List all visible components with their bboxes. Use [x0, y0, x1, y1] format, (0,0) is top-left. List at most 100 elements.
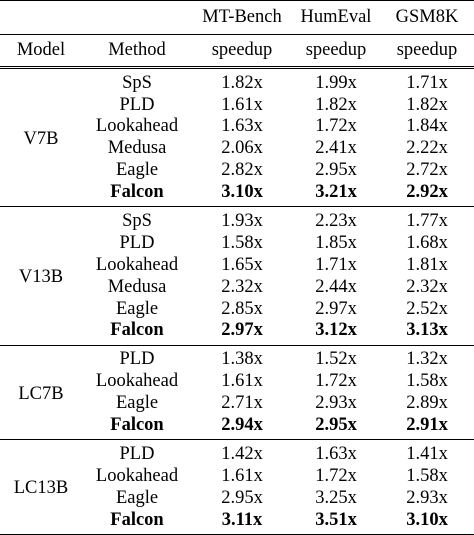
table-body: V7B SpS 1.82x 1.99x 1.71x PLD 1.61x 1.82x 1.82x L…	[0, 65, 474, 535]
table-row: Eagle 2.95x 3.25x 2.93x	[0, 487, 474, 509]
speedup-value-gsm8k: 2.32x	[406, 276, 448, 297]
table-row: Falcon 3.10x 3.21x 2.92x	[0, 181, 474, 206]
method-name-cell: Lookahead	[95, 371, 179, 392]
model-name-cell: LC13B	[0, 439, 82, 535]
method-name-cell: Eagle	[115, 487, 159, 508]
speedup-value-gsm8k: 2.72x	[406, 160, 448, 181]
speedup-value-mt-bench: 2.06x	[221, 138, 263, 159]
speedup-value-mt-bench: 1.93x	[192, 206, 292, 233]
table-row: V7B SpS 1.82x 1.99x 1.71x	[0, 65, 474, 207]
method-name-cell: Eagle	[115, 160, 159, 181]
model-name-cell: V13B	[0, 206, 82, 346]
method-name-cell: PLD	[119, 94, 155, 115]
method-name-cell: PLD	[119, 232, 155, 253]
speedup-value-gsm8k: 1.82x	[406, 94, 448, 115]
speedup-value-gsm8k: 3.13x	[406, 320, 448, 341]
table-header: MT-Bench HumEval GSM8K Model Method spee…	[0, 0, 474, 68]
method-name-cell: Falcon	[110, 320, 164, 341]
method-name-cell: SpS	[82, 65, 192, 94]
table-row: LC7B PLD 1.38x 1.52x 1.32x	[0, 344, 474, 440]
method-name-cell: Falcon	[110, 415, 164, 436]
speedup-value-mt-bench: 2.85x	[221, 298, 263, 319]
speedup-value-humeval: 1.71x	[315, 254, 357, 275]
speedup-value-mt-bench: 2.71x	[221, 393, 263, 414]
speedup-value-mt-bench: 3.10x	[221, 182, 263, 203]
speedup-value-gsm8k: 2.22x	[406, 138, 448, 159]
method-name-cell: SpS	[82, 206, 192, 233]
speedup-value-humeval: 2.95x	[315, 415, 357, 436]
table-row: Falcon 2.94x 2.95x 2.91x	[0, 414, 474, 439]
speedup-value-humeval: 1.72x	[315, 116, 357, 137]
method-name-cell: Medusa	[107, 276, 167, 297]
speedup-value-mt-bench: 1.61x	[221, 465, 263, 486]
speedup-value-humeval: 1.85x	[315, 232, 357, 253]
speedup-value-gsm8k: 1.84x	[406, 116, 448, 137]
table-row: Eagle 2.85x 2.97x 2.52x	[0, 298, 474, 320]
table-row: PLD 1.58x 1.85x 1.68x	[0, 232, 474, 254]
speedup-value-humeval: 1.72x	[315, 465, 357, 486]
speedup-value-humeval: 2.93x	[315, 393, 357, 414]
method-name-cell: PLD	[82, 439, 192, 466]
speedup-value-gsm8k: 3.10x	[380, 508, 474, 535]
speedup-value-mt-bench: 1.58x	[221, 232, 263, 253]
header-metric-gsm8k: speedup	[380, 34, 474, 68]
speedup-value-humeval: 3.12x	[315, 320, 357, 341]
speedup-value-gsm8k: 2.89x	[406, 393, 448, 414]
model-name-cell: V7B	[0, 65, 82, 207]
model-name-cell: LC7B	[0, 344, 82, 440]
header-benchmark-row: MT-Bench HumEval GSM8K	[0, 0, 474, 35]
speedup-value-humeval: 3.21x	[315, 182, 357, 203]
speedup-value-mt-bench: 1.82x	[192, 65, 292, 94]
header-metric-humeval: speedup	[292, 34, 380, 68]
header-metric-row: Model Method speedup speedup speedup	[0, 34, 474, 68]
method-name-cell: Lookahead	[95, 465, 179, 486]
speedup-value-humeval: 1.72x	[315, 371, 357, 392]
speedup-value-humeval: 2.95x	[315, 160, 357, 181]
table-row: Lookahead 1.65x 1.71x 1.81x	[0, 254, 474, 276]
speedup-value-gsm8k: 1.41x	[380, 439, 474, 466]
table-row: Falcon 2.97x 3.12x 3.13x	[0, 320, 474, 345]
speedup-value-humeval: 3.25x	[315, 487, 357, 508]
speedup-value-mt-bench: 2.95x	[221, 487, 263, 508]
table-row: Medusa 2.06x 2.41x 2.22x	[0, 138, 474, 160]
speedup-value-gsm8k: 1.58x	[406, 371, 448, 392]
speedup-value-humeval: 1.52x	[292, 344, 380, 371]
speedup-value-humeval: 1.99x	[292, 65, 380, 94]
method-name-cell: Lookahead	[95, 116, 179, 137]
speedup-value-mt-bench: 1.61x	[221, 371, 263, 392]
table-row: Medusa 2.32x 2.44x 2.32x	[0, 276, 474, 298]
speedup-value-mt-bench: 2.97x	[221, 320, 263, 341]
header-empty-cell	[82, 0, 192, 35]
table-row: Lookahead 1.63x 1.72x 1.84x	[0, 116, 474, 138]
table-row: Eagle 2.71x 2.93x 2.89x	[0, 392, 474, 414]
speedup-value-mt-bench: 1.63x	[221, 116, 263, 137]
speedup-value-humeval: 2.44x	[315, 276, 357, 297]
header-benchmark-gsm8k: GSM8K	[380, 0, 474, 35]
table-row: PLD 1.61x 1.82x 1.82x	[0, 94, 474, 116]
table-row: Lookahead 1.61x 1.72x 1.58x	[0, 371, 474, 393]
speedup-value-gsm8k: 2.91x	[406, 415, 448, 436]
speedup-value-humeval: 2.23x	[292, 206, 380, 233]
speedup-value-mt-bench: 1.65x	[221, 254, 263, 275]
speedup-value-humeval: 2.97x	[315, 298, 357, 319]
speedup-value-gsm8k: 2.93x	[406, 487, 448, 508]
header-benchmark-mt-bench: MT-Bench	[192, 0, 292, 35]
speedup-value-gsm8k: 1.32x	[380, 344, 474, 371]
table-row: LC13B PLD 1.42x 1.63x 1.41x	[0, 439, 474, 535]
speedup-value-gsm8k: 2.92x	[406, 182, 448, 203]
method-name-cell: Eagle	[115, 298, 159, 319]
header-method: Method	[82, 34, 192, 68]
speedup-value-mt-bench: 2.94x	[221, 415, 263, 436]
speedup-value-gsm8k: 1.71x	[380, 65, 474, 94]
table-row: Lookahead 1.61x 1.72x 1.58x	[0, 465, 474, 487]
speedup-value-mt-bench: 1.61x	[221, 94, 263, 115]
speedup-value-gsm8k: 1.81x	[406, 254, 448, 275]
table-row: Eagle 2.82x 2.95x 2.72x	[0, 160, 474, 182]
speedup-value-mt-bench: 2.32x	[221, 276, 263, 297]
header-metric-mt-bench: speedup	[192, 34, 292, 68]
speedup-value-gsm8k: 2.52x	[406, 298, 448, 319]
header-model: Model	[0, 34, 82, 68]
method-name-cell: Falcon	[82, 508, 192, 535]
speedup-value-humeval: 2.41x	[315, 138, 357, 159]
